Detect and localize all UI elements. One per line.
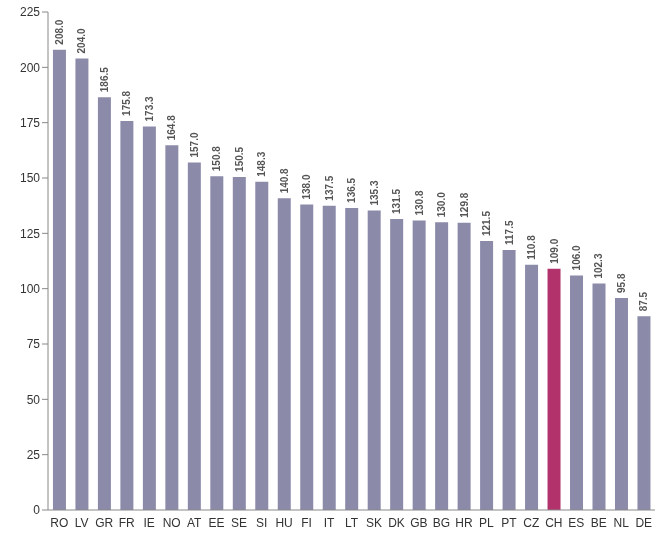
svg-text:138.0: 138.0 — [301, 174, 312, 199]
svg-text:175.8: 175.8 — [121, 90, 132, 115]
svg-text:25: 25 — [27, 448, 41, 462]
svg-text:RO: RO — [50, 516, 68, 530]
svg-text:157.0: 157.0 — [189, 132, 200, 157]
svg-text:150: 150 — [20, 171, 40, 185]
svg-text:150.8: 150.8 — [211, 146, 222, 171]
svg-text:129.8: 129.8 — [459, 192, 470, 217]
svg-text:208.0: 208.0 — [54, 19, 65, 44]
svg-text:75: 75 — [27, 337, 41, 351]
svg-text:DK: DK — [388, 516, 405, 530]
svg-text:186.5: 186.5 — [99, 67, 110, 92]
svg-text:CZ: CZ — [523, 516, 539, 530]
svg-text:IT: IT — [324, 516, 335, 530]
svg-text:135.3: 135.3 — [369, 180, 380, 205]
svg-text:LT: LT — [345, 516, 359, 530]
svg-text:95.8: 95.8 — [616, 273, 627, 293]
svg-text:FR: FR — [119, 516, 135, 530]
svg-text:GB: GB — [410, 516, 427, 530]
svg-text:BG: BG — [433, 516, 450, 530]
svg-text:NL: NL — [614, 516, 630, 530]
svg-text:SI: SI — [256, 516, 267, 530]
svg-text:131.5: 131.5 — [391, 188, 402, 213]
svg-text:225: 225 — [20, 5, 40, 19]
svg-text:IE: IE — [143, 516, 154, 530]
svg-text:110.8: 110.8 — [526, 235, 537, 260]
svg-text:140.8: 140.8 — [279, 168, 290, 193]
svg-text:130.0: 130.0 — [436, 192, 447, 217]
svg-text:87.5: 87.5 — [638, 291, 649, 311]
svg-text:164.8: 164.8 — [166, 115, 177, 140]
svg-text:DE: DE — [635, 516, 652, 530]
svg-text:SE: SE — [231, 516, 247, 530]
svg-text:106.0: 106.0 — [571, 245, 582, 270]
svg-text:GR: GR — [95, 516, 113, 530]
svg-text:117.5: 117.5 — [504, 220, 515, 245]
svg-text:AT: AT — [187, 516, 202, 530]
svg-text:HU: HU — [275, 516, 292, 530]
svg-text:200: 200 — [20, 61, 40, 75]
svg-text:204.0: 204.0 — [76, 28, 87, 53]
svg-text:ES: ES — [568, 516, 584, 530]
svg-text:102.3: 102.3 — [594, 253, 605, 278]
svg-text:150.5: 150.5 — [234, 146, 245, 171]
svg-text:FI: FI — [301, 516, 312, 530]
svg-text:PL: PL — [479, 516, 494, 530]
svg-text:EE: EE — [209, 516, 225, 530]
svg-text:130.8: 130.8 — [414, 190, 425, 215]
svg-text:109.0: 109.0 — [549, 238, 560, 263]
svg-text:50: 50 — [27, 393, 41, 407]
svg-text:148.3: 148.3 — [256, 151, 267, 176]
svg-text:100: 100 — [20, 282, 40, 296]
svg-text:173.3: 173.3 — [144, 96, 155, 121]
svg-text:HR: HR — [455, 516, 473, 530]
svg-text:LV: LV — [75, 516, 89, 530]
svg-text:137.5: 137.5 — [324, 175, 335, 200]
svg-text:121.5: 121.5 — [481, 211, 492, 236]
svg-text:SK: SK — [366, 516, 382, 530]
svg-text:NO: NO — [163, 516, 181, 530]
svg-text:175: 175 — [20, 116, 40, 130]
svg-text:0: 0 — [33, 503, 40, 517]
svg-text:BE: BE — [591, 516, 607, 530]
svg-text:136.5: 136.5 — [346, 177, 357, 202]
svg-text:PT: PT — [501, 516, 517, 530]
svg-text:CH: CH — [545, 516, 562, 530]
svg-text:125: 125 — [20, 227, 40, 241]
